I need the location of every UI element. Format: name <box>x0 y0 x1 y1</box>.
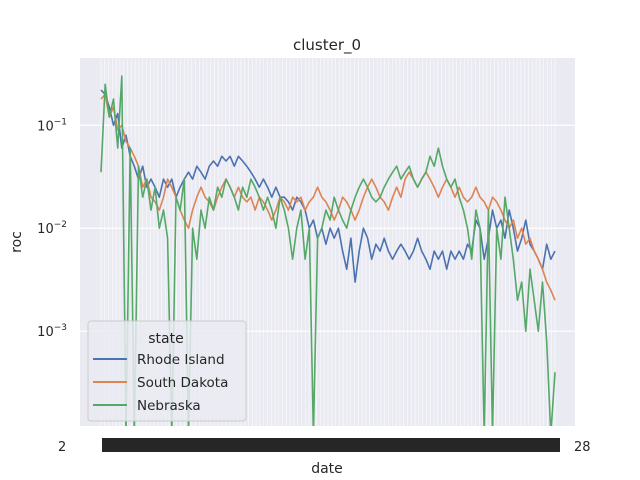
x-tick-labels-overlap <box>102 438 560 452</box>
legend-box <box>87 320 247 422</box>
y-tick-label: 10−3 <box>37 323 67 340</box>
y-tick-label: 10−2 <box>37 220 67 237</box>
legend-title: state <box>148 331 183 347</box>
legend-label-rhode-island: Rhode Island <box>137 352 225 368</box>
legend-label-nebraska: Nebraska <box>137 398 201 414</box>
x-tick-label-right: 28 <box>574 440 591 455</box>
legend: state Rhode Island South Dakota Nebraska <box>87 320 247 422</box>
legend-label-south-dakota: South Dakota <box>137 375 228 391</box>
chart-title: cluster_0 <box>293 36 361 55</box>
series-layer <box>100 75 556 426</box>
x-axis-label: date <box>311 461 343 477</box>
series-line-nebraska <box>100 75 556 426</box>
y-tick-labels: 10−1 10−2 10−3 <box>37 117 67 340</box>
x-tick-label-left: 2 <box>58 440 66 455</box>
y-tick-label: 10−1 <box>37 117 67 134</box>
y-axis-label: roc <box>9 231 25 253</box>
